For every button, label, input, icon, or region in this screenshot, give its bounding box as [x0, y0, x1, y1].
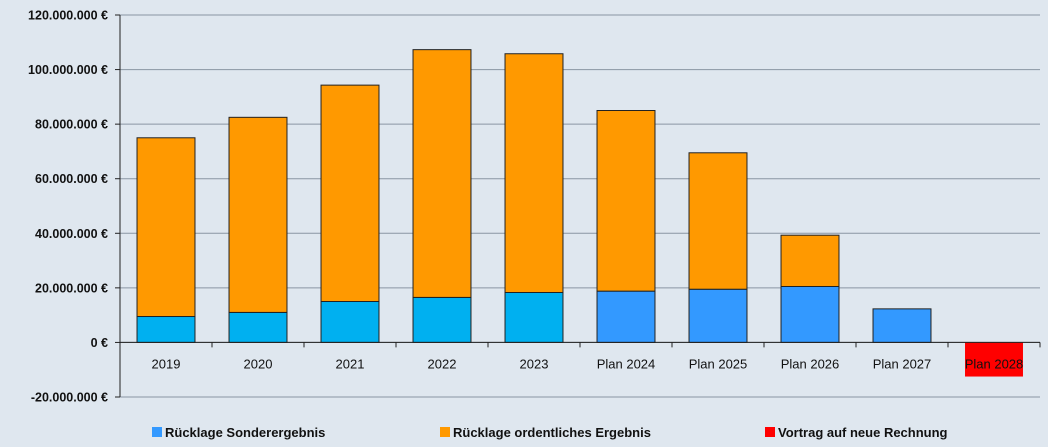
- x-tick-label: Plan 2025: [689, 356, 748, 371]
- x-tick-label: 2022: [428, 356, 457, 371]
- bar-segment: [688, 152, 748, 290]
- legend-label: Rücklage Sonderergebnis: [165, 425, 325, 440]
- bar-segment: [965, 342, 1023, 377]
- bar-segment: [136, 137, 196, 318]
- legend-item: Rücklage ordentliches Ergebnis: [440, 425, 651, 440]
- x-tick-label: 2023: [520, 356, 549, 371]
- x-tick-label: 2021: [336, 356, 365, 371]
- x-tick-label: Plan 2028: [965, 356, 1024, 371]
- y-tick-label: 80.000.000 €: [35, 118, 108, 132]
- x-tick-label: 2019: [152, 356, 181, 371]
- x-tick-label: Plan 2026: [781, 356, 840, 371]
- y-tick-label: 60.000.000 €: [35, 172, 108, 186]
- bar-segment: [228, 116, 288, 313]
- bar-segment: [228, 311, 288, 343]
- y-tick-label: 100.000.000 €: [28, 63, 108, 77]
- bar-segment: [504, 291, 564, 343]
- legend-item: Vortrag auf neue Rechnung: [765, 425, 948, 440]
- x-tick-label: Plan 2027: [873, 356, 932, 371]
- legend-swatch: [765, 427, 775, 437]
- y-tick-label: 20.000.000 €: [35, 281, 108, 295]
- bar-segment: [596, 110, 656, 292]
- bar-segment: [320, 84, 380, 302]
- bar-segment: [412, 296, 472, 343]
- bar-segment: [412, 49, 472, 298]
- legend-label: Vortrag auf neue Rechnung: [778, 425, 948, 440]
- bar-segment: [688, 288, 748, 343]
- y-tick-label: 120.000.000 €: [28, 9, 108, 23]
- y-axis: 120.000.000 € 100.000.000 € 80.000.000 € 60…: [28, 9, 121, 405]
- y-tick-label: 40.000.000 €: [35, 227, 108, 241]
- legend: Rücklage Sonderergebnis Rücklage ordentli…: [152, 425, 948, 440]
- legend-swatch: [440, 427, 450, 437]
- legend-label: Rücklage ordentliches Ergebnis: [453, 425, 651, 440]
- bars: [136, 49, 1023, 377]
- x-tick-label: 2020: [244, 356, 273, 371]
- bar-segment: [872, 308, 932, 343]
- bar-segment: [780, 234, 840, 287]
- bar-segment: [504, 53, 564, 293]
- y-tick-label: 0 €: [91, 336, 108, 350]
- x-axis: 2019 2020 2021 2022 2023 Plan 2024 Plan 2025 Pl…: [119, 341, 1041, 371]
- bar-segment: [596, 290, 656, 343]
- bar-segment: [320, 301, 380, 343]
- legend-swatch: [152, 427, 162, 437]
- bar-segment: [780, 285, 840, 343]
- legend-item: Rücklage Sonderergebnis: [152, 425, 325, 440]
- y-tick-label: -20.000.000 €: [31, 391, 108, 405]
- bar-segment: [136, 316, 196, 343]
- x-tick-label: Plan 2024: [597, 356, 656, 371]
